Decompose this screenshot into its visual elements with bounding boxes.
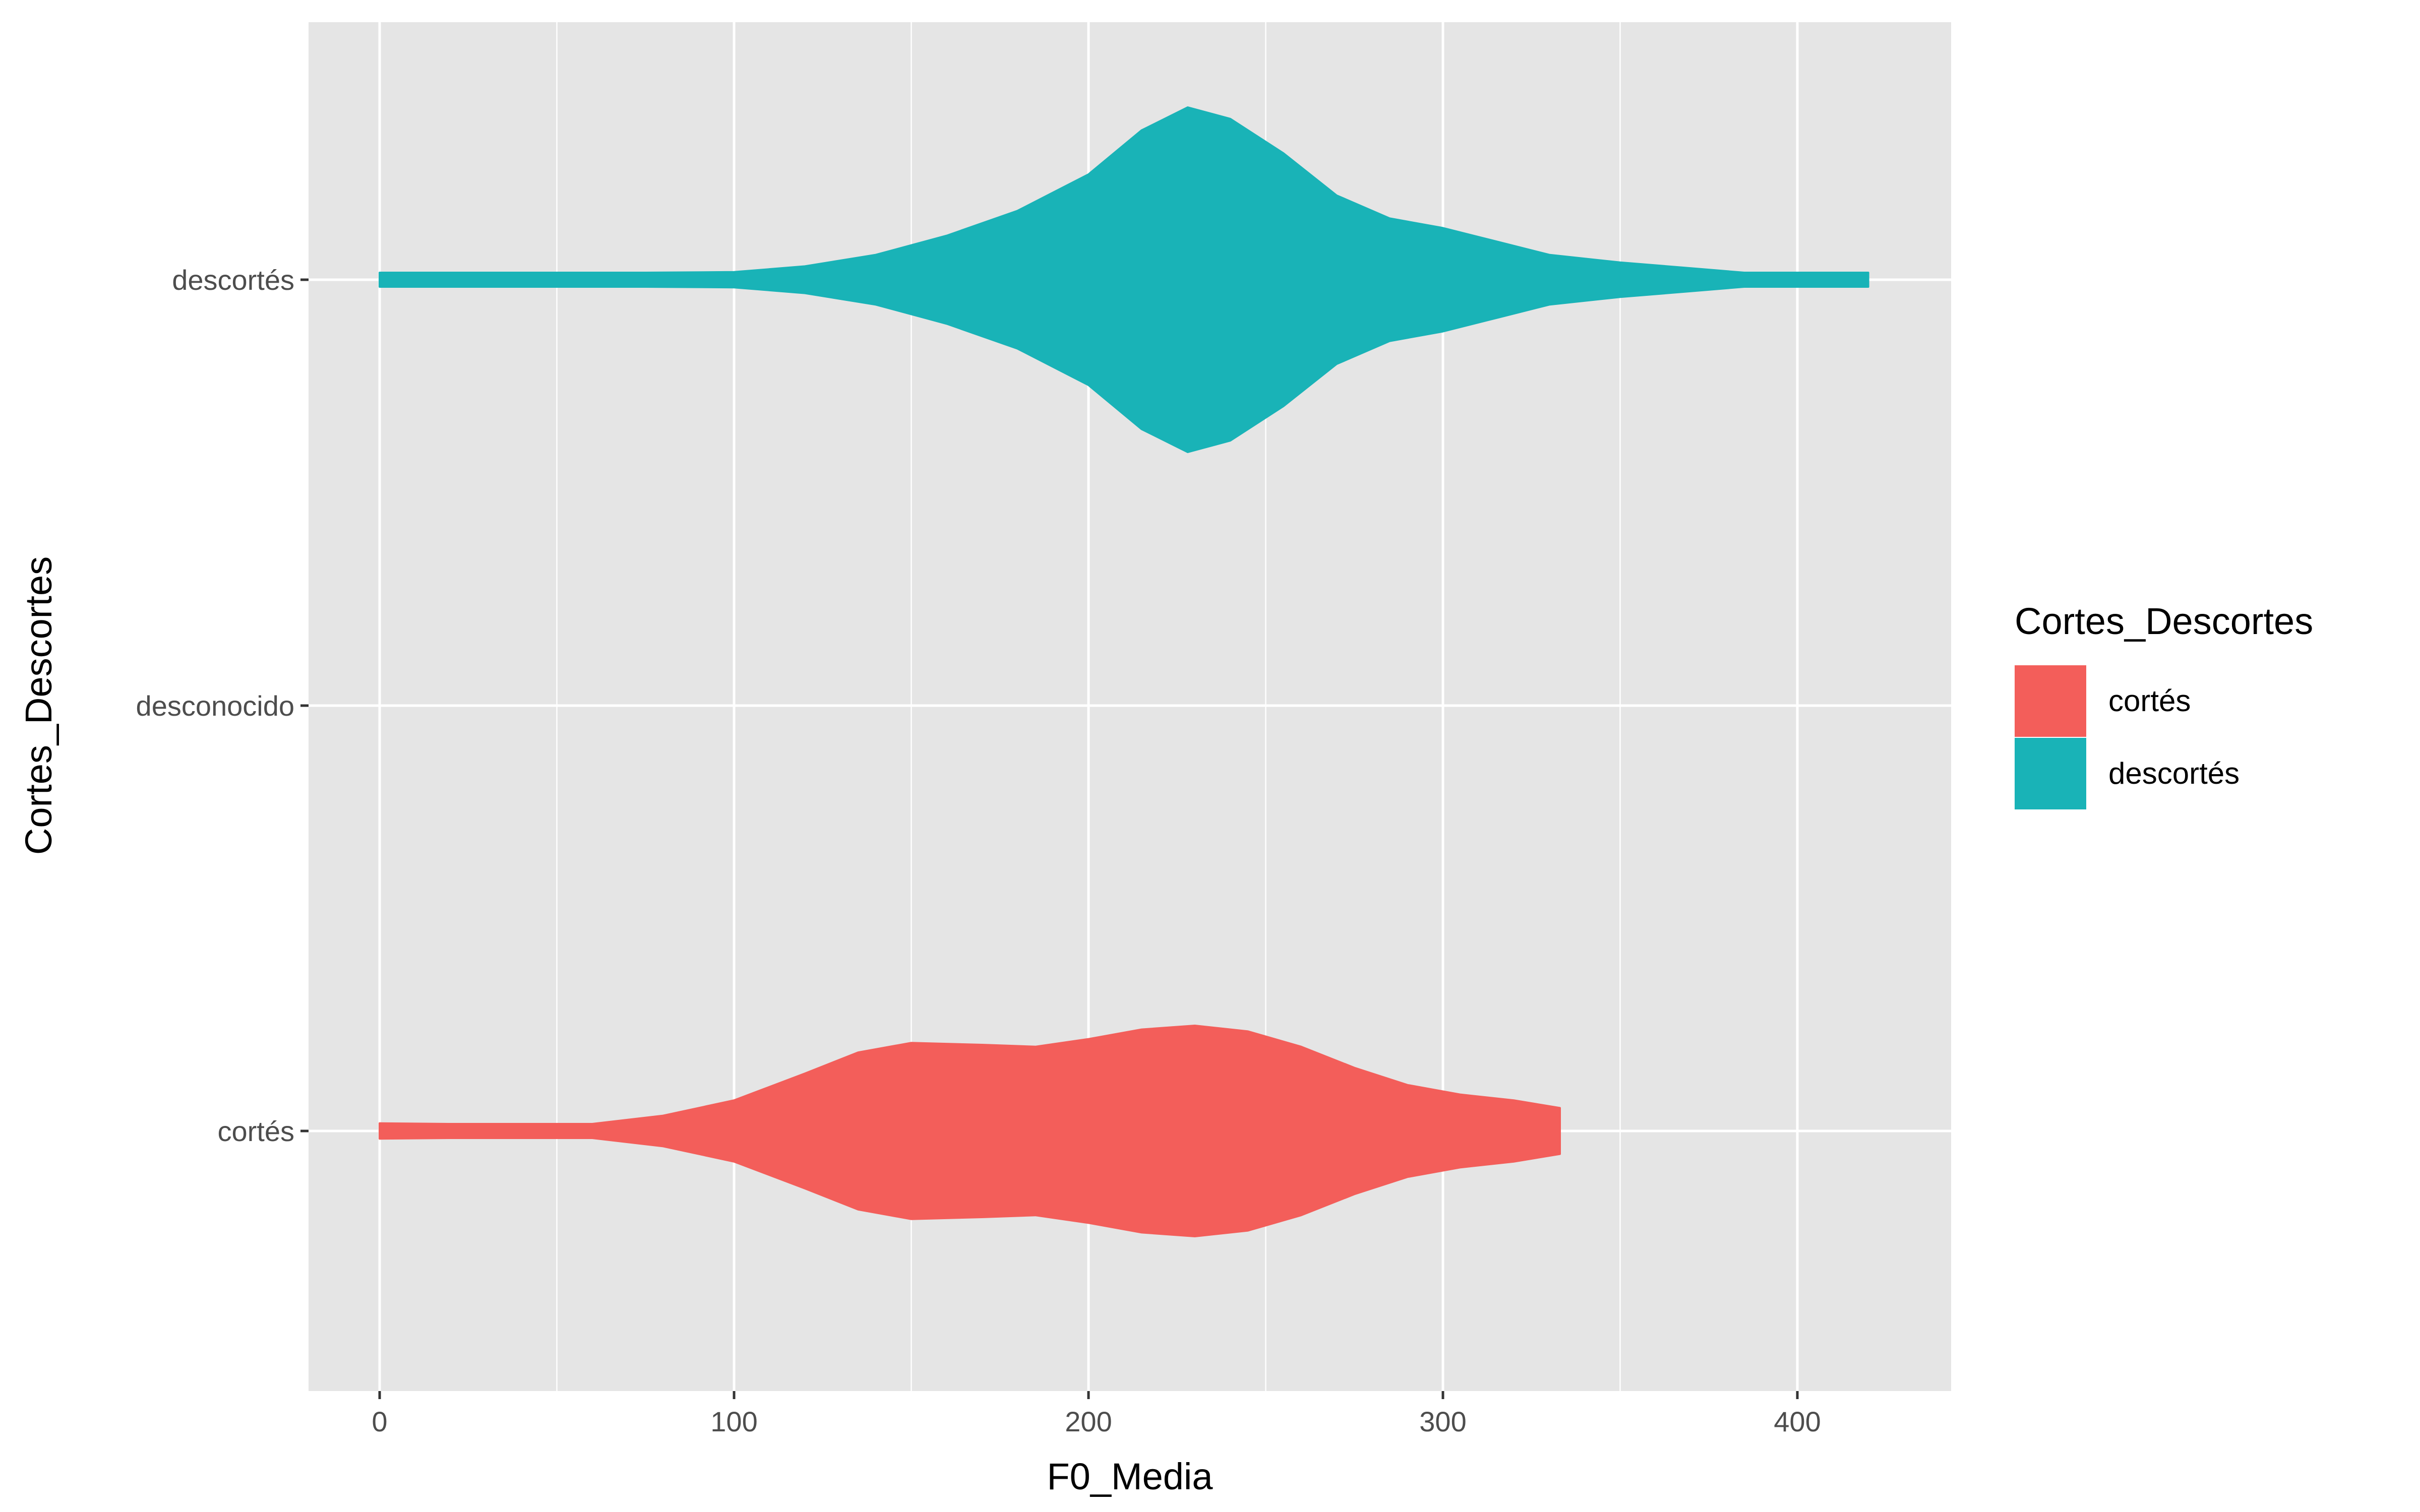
y-axis-title: Cortes_Descortes xyxy=(18,556,59,855)
x-tick-label: 300 xyxy=(1419,1406,1466,1437)
legend-title: Cortes_Descortes xyxy=(2015,600,2313,642)
legend-key-cortés xyxy=(2015,665,2086,737)
y-tick-label: descortés xyxy=(172,264,294,296)
x-axis-title: F0_Media xyxy=(1047,1456,1213,1497)
legend-label: cortés xyxy=(2108,684,2191,718)
legend-label: descortés xyxy=(2108,757,2240,790)
y-tick-label: desconocido xyxy=(136,690,294,722)
y-tick-label: cortés xyxy=(218,1115,295,1147)
x-tick-label: 100 xyxy=(710,1406,757,1437)
legend-key-descortés xyxy=(2015,738,2086,809)
x-tick-label: 200 xyxy=(1065,1406,1112,1437)
violin-descortés xyxy=(379,106,1869,453)
x-tick-label: 0 xyxy=(372,1406,387,1437)
axes: 0 100 200 300 400 descortés desconocido cortés xyxy=(136,264,1821,1437)
violin-cortés xyxy=(379,1025,1561,1237)
violins xyxy=(379,106,1869,1237)
x-tick-label: 400 xyxy=(1774,1406,1821,1437)
legend: Cortes_Descortes cortés descortés xyxy=(2015,600,2313,809)
